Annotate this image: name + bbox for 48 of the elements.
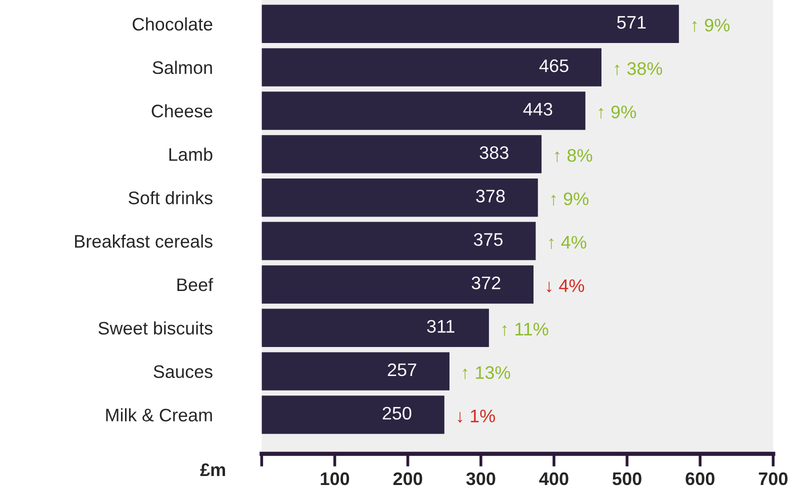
x-tick-label: 100 xyxy=(320,472,350,486)
annotation: ↑ 38% xyxy=(614,62,662,76)
bar xyxy=(262,308,489,348)
annotation: ↑ 4% xyxy=(549,236,586,250)
x-tick-label: 600 xyxy=(686,472,714,486)
y-tick-label: Sweet biscuits xyxy=(98,321,212,335)
data-label: 372 xyxy=(472,276,500,290)
annotation: ↓ 4% xyxy=(547,279,584,292)
x-tick-label: 700 xyxy=(758,472,788,486)
bar xyxy=(262,178,538,217)
y-tick-label: Beef xyxy=(177,278,214,292)
y-tick-label: Milk & Cream xyxy=(106,408,212,422)
y-tick-label: Salmon xyxy=(152,60,212,74)
data-label: 311 xyxy=(427,320,454,333)
bar xyxy=(262,4,679,43)
y-tick-label: Breakfast cereals xyxy=(75,234,212,248)
y-tick-label: Lamb xyxy=(169,148,212,161)
x-tick-label: 300 xyxy=(466,472,496,486)
data-label: 443 xyxy=(523,102,552,116)
bar xyxy=(262,222,536,260)
data-label: 465 xyxy=(539,59,568,72)
data-label: 375 xyxy=(474,233,503,246)
annotation: ↑ 8% xyxy=(555,149,592,162)
data-label: 571 xyxy=(617,16,646,29)
annotation: ↓ 1% xyxy=(458,410,495,423)
y-tick-label: Chocolate xyxy=(132,17,212,31)
y-tick-label: Soft drinks xyxy=(128,191,212,204)
bar xyxy=(262,135,542,174)
x-tick-label: 200 xyxy=(393,472,422,486)
bar xyxy=(262,48,602,86)
bar xyxy=(262,92,586,130)
data-label: 257 xyxy=(388,363,416,376)
bar xyxy=(262,352,450,390)
annotation: ↑ 9% xyxy=(692,18,730,32)
annotation: ↑ 9% xyxy=(598,106,636,119)
data-label: 383 xyxy=(480,146,508,160)
y-tick-label: Cheese xyxy=(152,104,212,118)
x-axis-title: £m xyxy=(200,463,226,476)
annotation: ↑ 9% xyxy=(551,192,588,206)
bar xyxy=(262,396,444,434)
x-tick-label: 500 xyxy=(612,472,642,486)
annotation: ↑ 13% xyxy=(462,366,510,380)
x-tick-label: 400 xyxy=(539,472,568,486)
y-tick-label: Sauces xyxy=(154,365,212,378)
data-label: 378 xyxy=(476,190,505,202)
annotation: ↑ 11% xyxy=(502,322,548,336)
bar xyxy=(262,265,534,304)
data-label: 250 xyxy=(382,406,412,420)
